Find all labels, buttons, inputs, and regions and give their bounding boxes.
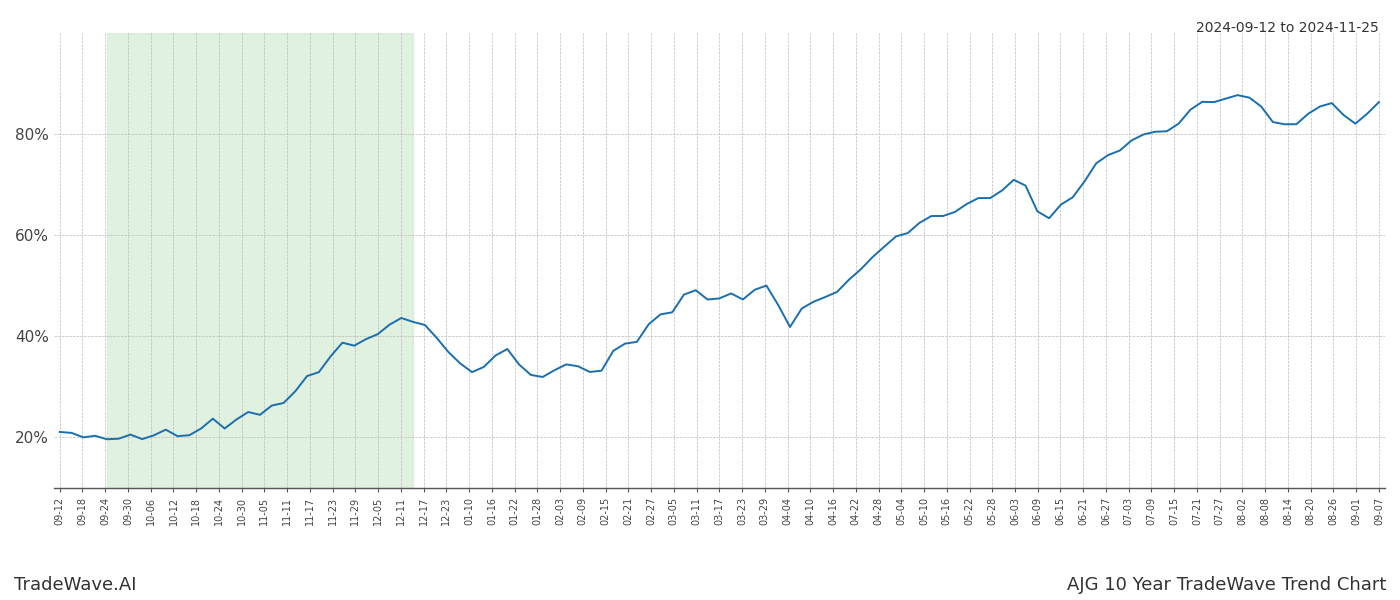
Bar	[106, 33, 413, 488]
Text: 2024-09-12 to 2024-11-25: 2024-09-12 to 2024-11-25	[1196, 21, 1379, 35]
Text: AJG 10 Year TradeWave Trend Chart: AJG 10 Year TradeWave Trend Chart	[1067, 576, 1386, 594]
Text: TradeWave.AI: TradeWave.AI	[14, 576, 137, 594]
